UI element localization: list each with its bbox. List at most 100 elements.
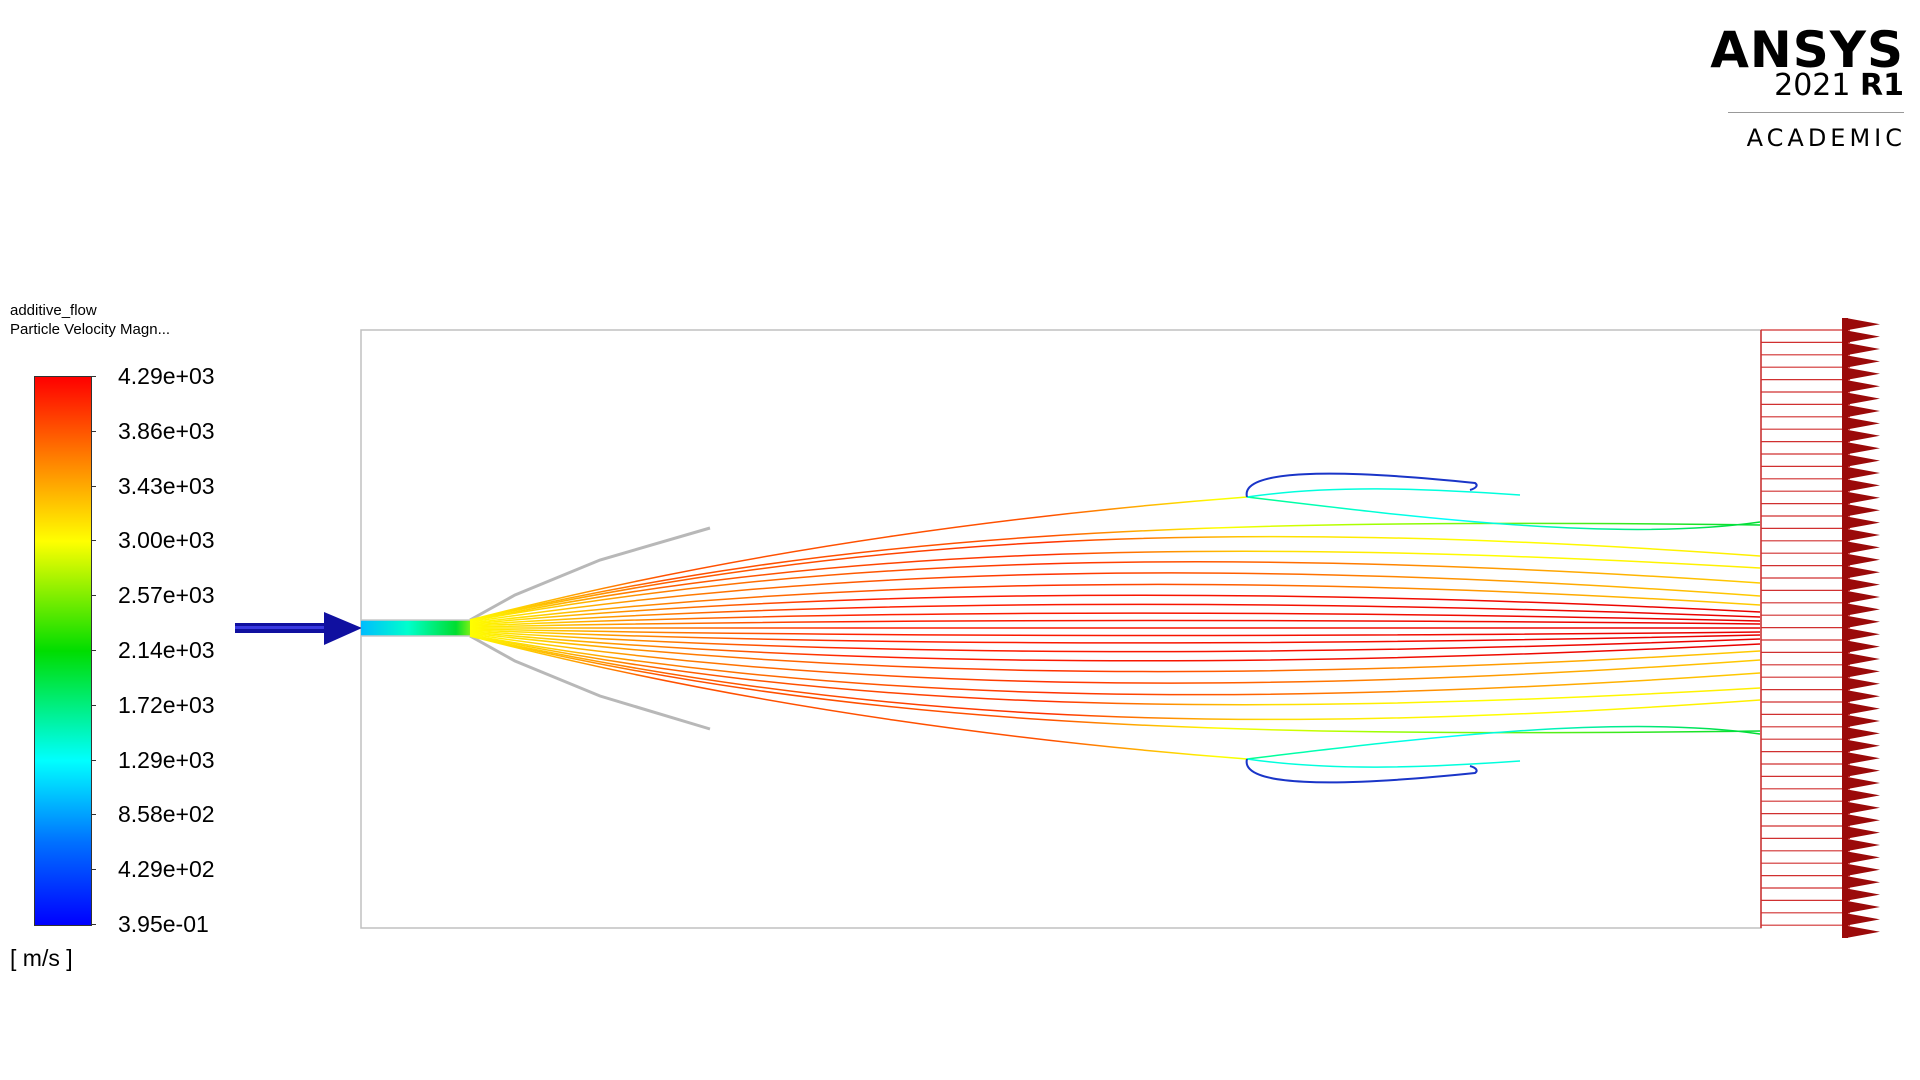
outlet-markers: [1842, 318, 1880, 938]
colorbar-tick-label: 1.72e+03: [118, 692, 215, 718]
outlet-marker-arrow: [1846, 888, 1880, 901]
outlet-marker-arrow: [1846, 677, 1880, 690]
particle-track: [469, 629, 1761, 644]
colorbar-tick: [91, 431, 96, 432]
outlet-marker-arrow: [1846, 553, 1880, 566]
particle-track: [469, 626, 1761, 630]
outlet-marker-arrow: [1846, 417, 1880, 430]
particle-tracks: [469, 472, 1761, 784]
colorbar-tick: [91, 540, 96, 541]
colorbar-tick-label: 4.29e+03: [118, 363, 215, 389]
outlet-marker-arrow: [1846, 392, 1880, 405]
colorbar-tick: [91, 486, 96, 487]
particle-track: [469, 603, 1761, 626]
particle-track: [469, 632, 1761, 673]
outlet-marker-arrow: [1846, 814, 1880, 827]
outlet-marker-arrow: [1846, 789, 1880, 802]
particle-track: [469, 628, 1761, 637]
particle-track: [469, 635, 1248, 760]
colorbar-tick-label: 3.43e+03: [118, 473, 215, 499]
particle-track: [469, 631, 1761, 662]
outlet-marker-arrow: [1846, 342, 1880, 356]
outlet-marker-arrow: [1846, 863, 1880, 876]
outlet-marker-arrow: [1846, 404, 1880, 418]
particle-track: [1246, 496, 1761, 531]
colorbar-tick: [91, 705, 96, 706]
outlet-marker-arrow: [1846, 355, 1880, 368]
outlet-marker-arrow: [1846, 330, 1880, 343]
particle-track: [469, 594, 1761, 625]
particle-track: [1246, 725, 1761, 760]
particle-track: [469, 583, 1761, 624]
colorbar-tick-label: 3.00e+03: [118, 527, 215, 553]
colorbar-tick: [91, 595, 96, 596]
outlet-marker-arrow: [1846, 615, 1880, 628]
particle-track: [469, 634, 1761, 696]
outlet-marker-arrow: [1846, 528, 1880, 542]
outlet-marker-arrow: [1846, 690, 1880, 703]
outlet-marker-arrow: [1846, 826, 1880, 839]
colorbar-tick-label: 3.95e-01: [118, 911, 209, 937]
colorbar-tick: [91, 814, 96, 815]
particle-track: [1246, 758, 1521, 768]
outlet-marker-arrow: [1846, 752, 1880, 765]
logo-edition: ACADEMIC: [1746, 124, 1906, 152]
colorbar-tick-label: 4.29e+02: [118, 856, 215, 882]
outlet-marker-arrow: [1846, 764, 1880, 777]
outlet-marker-arrow: [1846, 727, 1880, 740]
inlet-arrow-highlight: [235, 626, 325, 629]
outlet-marker-arrow: [1846, 566, 1880, 579]
outlet-marker-arrow: [1846, 429, 1880, 442]
outlet-marker-arrow: [1846, 541, 1880, 554]
outlet-marker-arrow: [1846, 466, 1880, 480]
outlet-marker-arrow: [1846, 851, 1880, 864]
legend-title: additive_flow: [10, 302, 97, 319]
outlet-marker-arrow: [1846, 739, 1880, 752]
outlet-marker-arrow: [1846, 801, 1880, 814]
particle-track: [469, 550, 1761, 622]
outlet-marker-arrow: [1846, 318, 1880, 331]
outlet-marker-arrow: [1846, 925, 1880, 938]
outlet-marker-arrow: [1846, 578, 1880, 591]
colorbar-tick: [91, 869, 96, 870]
particle-track: [469, 634, 1761, 706]
outlet-marker-arrow: [1846, 640, 1880, 653]
outlet-marker-arrow: [1846, 876, 1880, 889]
inlet-arrow-head: [324, 612, 362, 645]
logo-divider: [1728, 112, 1904, 113]
legend-units: [ m/s ]: [10, 945, 73, 971]
colorbar-tick-label: 8.58e+02: [118, 801, 215, 827]
logo-version: 2021 R1: [1774, 66, 1904, 106]
nozzle-wall-top: [469, 526, 711, 622]
outlet-marker-arrow: [1846, 665, 1880, 678]
outlet-marker-arrow: [1846, 900, 1880, 914]
particle-track: [1245, 758, 1478, 784]
outlet-marker-arrow: [1846, 504, 1880, 517]
outlet-marker-arrow: [1846, 516, 1880, 529]
outlet-marker-arrow: [1846, 442, 1880, 455]
nozzle-walls: [469, 526, 711, 731]
colorbar-tick: [91, 924, 96, 925]
logo-brand: ANSYS: [1710, 21, 1904, 79]
particle-track: [469, 612, 1761, 627]
outlet-marker-arrow: [1846, 380, 1880, 393]
particle-track: [469, 635, 1761, 721]
colorbar-tick: [91, 760, 96, 761]
outlet-marker-arrow: [1846, 776, 1880, 790]
particle-track: [469, 633, 1761, 684]
nozzle-wall-bottom: [469, 634, 711, 731]
outlet-marker-arrow: [1846, 714, 1880, 728]
colorbar: [34, 376, 92, 926]
outlet-marker-arrow: [1846, 491, 1880, 504]
colorbar-tick-label: 1.29e+03: [118, 747, 215, 773]
particle-track: [469, 635, 1761, 734]
outlet-marker-bar: [1842, 318, 1848, 938]
particle-track: [469, 630, 1761, 653]
colorbar-tick: [91, 376, 96, 377]
inlet-arrow: [235, 612, 362, 645]
particle-track: [1245, 472, 1478, 498]
particle-track: [469, 572, 1761, 623]
colorbar-tick-label: 2.14e+03: [118, 637, 215, 663]
domain-outline: [360, 329, 1762, 929]
